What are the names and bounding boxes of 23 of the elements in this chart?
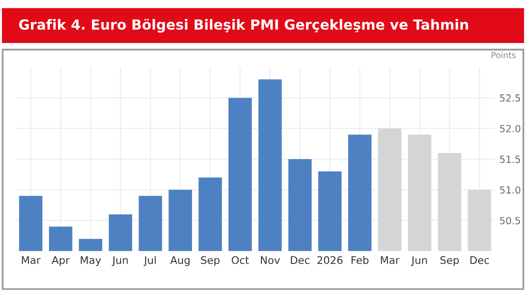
x-tick-label: Dec — [290, 256, 310, 264]
y-tick-label: 51.5 — [500, 156, 520, 163]
y-tick-label: 52.0 — [500, 124, 520, 132]
x-tick-label: Dec — [470, 256, 489, 264]
x-tick-label: Mar — [380, 256, 400, 264]
x-tick-label: May — [80, 256, 102, 266]
y-tick-label: 50.5 — [500, 216, 520, 224]
y-tick-label: 51.0 — [500, 186, 520, 194]
chart-title: Grafik 4. Euro Bölgesi Bileşik PMI Gerçekleşme ve Tahmin — [19, 18, 468, 33]
y-tick-label: 52.5 — [500, 94, 520, 102]
x-tick-label: Jun — [410, 256, 427, 266]
x-tick-label: Jun — [112, 256, 128, 266]
x-tick-label: Sep — [201, 256, 220, 266]
x-tick-label: Oct — [232, 256, 249, 264]
x-tick-label: Sep — [440, 256, 459, 266]
x-tick-label: Mar — [22, 256, 41, 264]
x-tick-label: Nov — [260, 256, 280, 264]
x-tick-label: Aug — [170, 256, 190, 266]
x-tick-label: Feb — [352, 256, 368, 264]
x-tick-label: Jul — [144, 256, 156, 266]
y-axis-title: Points — [492, 52, 516, 58]
x-tick-label: Apr — [52, 256, 70, 266]
x-tick-label: 2026 — [317, 256, 342, 264]
